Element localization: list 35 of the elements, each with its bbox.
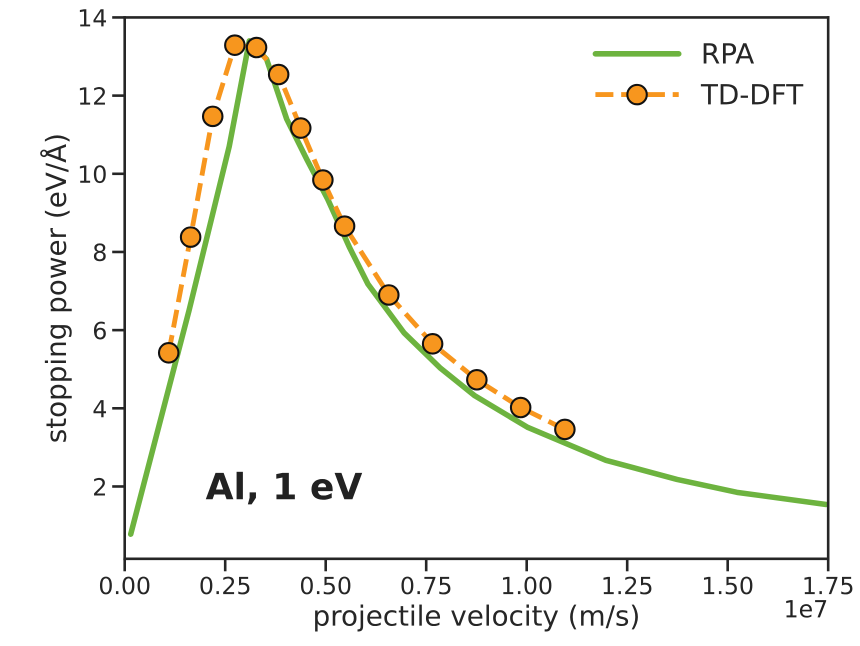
point — [268, 64, 290, 86]
x-tick-label: 0.00 — [100, 576, 150, 594]
point — [466, 369, 488, 391]
point — [334, 215, 356, 237]
x-tick-label: 1.50 — [704, 576, 752, 594]
point — [554, 418, 576, 440]
y-tick-label: 2 — [94, 478, 105, 496]
x-tick-label: 1.75 — [804, 576, 852, 594]
x-tick-label: 0.50 — [300, 576, 350, 594]
point — [158, 342, 180, 364]
y-tick-label: 12 — [80, 87, 105, 105]
x-tick-label: 1.00 — [502, 576, 552, 594]
x-tick-label: 1.25 — [603, 576, 652, 594]
x-axis-title: projectile velocity (m/s) — [315, 604, 638, 632]
point — [510, 396, 532, 418]
point — [202, 106, 224, 128]
text: 1e7 — [786, 600, 826, 618]
point — [378, 284, 400, 306]
point — [290, 117, 312, 139]
y-tick-label: 6 — [94, 322, 106, 340]
point — [246, 36, 268, 58]
annotation: Al, 1 eV — [206, 472, 362, 504]
point — [180, 226, 202, 248]
point — [422, 333, 444, 355]
x-tick-label: 0.75 — [401, 576, 450, 594]
legend-label: TD-DFT — [700, 84, 804, 104]
legend-label: RPA — [704, 43, 754, 64]
point — [312, 169, 334, 191]
y-tick-label: 10 — [80, 165, 106, 184]
y-tick-label: 8 — [94, 243, 106, 262]
y-tick-label: 14 — [80, 9, 106, 26]
point — [224, 34, 246, 56]
y-axis-title: stopping power (eV/Å) — [40, 135, 72, 442]
x-tick-label: 0.25 — [200, 576, 250, 594]
y-tick-label: 4 — [93, 400, 106, 418]
